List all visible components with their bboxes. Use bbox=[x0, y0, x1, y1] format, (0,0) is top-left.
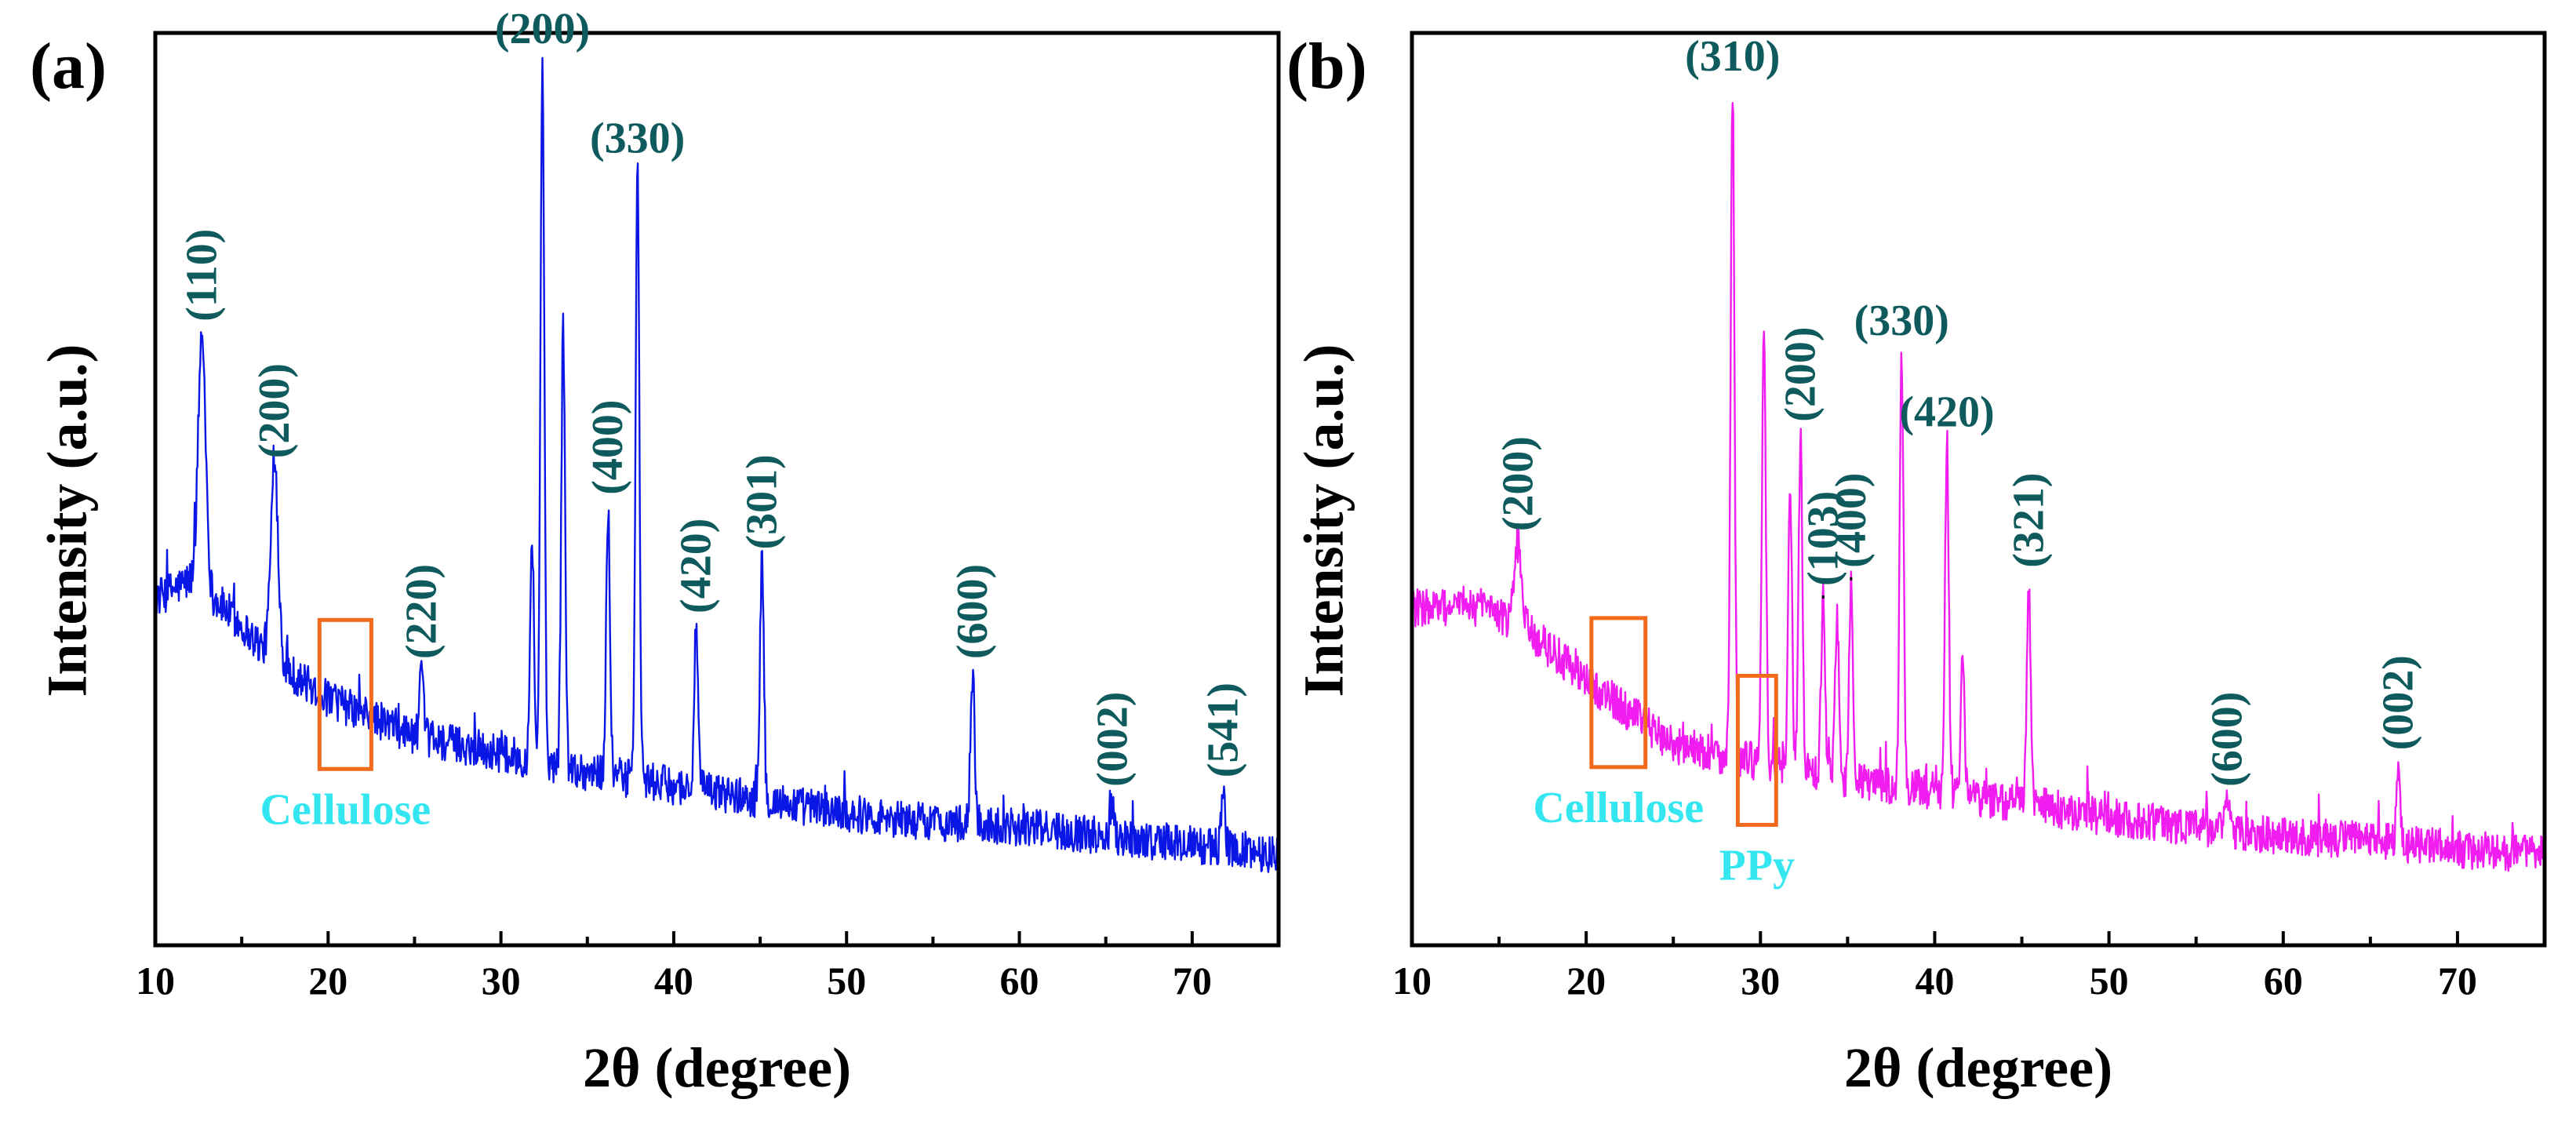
x-axis-title: 2θ (degree) bbox=[1844, 1036, 2112, 1099]
y-axis-title: Intensity (a.u.) bbox=[36, 344, 99, 697]
x-tick-label: 70 bbox=[1173, 959, 1212, 1003]
x-tick-label: 70 bbox=[2438, 959, 2477, 1003]
peak-label: (200) bbox=[1776, 326, 1825, 421]
x-tick-label: 20 bbox=[308, 959, 347, 1003]
region-box bbox=[1589, 616, 1648, 770]
peak-label: (301) bbox=[737, 454, 786, 549]
panel-label: (b) bbox=[1286, 30, 1367, 103]
peak-label: (110) bbox=[177, 229, 226, 322]
peak-label: (310) bbox=[1685, 32, 1780, 81]
peak-label: (420) bbox=[1899, 388, 1994, 436]
x-tick-label: 30 bbox=[482, 959, 521, 1003]
x-axis-title: 2θ (degree) bbox=[583, 1036, 851, 1099]
panel-b: 10 20 30 40 50 60 70 2θ (degree) Intensity (a.u.… bbox=[1286, 30, 2547, 1099]
peak-label: (200) bbox=[495, 5, 590, 53]
xrd-trace bbox=[1410, 101, 2546, 872]
x-tick-label: 30 bbox=[1741, 959, 1780, 1003]
peak-label: (321) bbox=[2004, 473, 2053, 568]
x-tick-label: 60 bbox=[2264, 959, 2303, 1003]
peak-label: (103) bbox=[1799, 491, 1847, 586]
peak-label: (200) bbox=[1494, 436, 1543, 531]
x-tick-label: 10 bbox=[136, 959, 175, 1003]
peak-label: (002) bbox=[2374, 655, 2422, 750]
y-axis-title: Intensity (a.u.) bbox=[1293, 344, 1355, 697]
peak-label: (330) bbox=[1854, 297, 1949, 345]
peak-label: (420) bbox=[672, 519, 721, 613]
peak-label: (002) bbox=[1089, 692, 1137, 787]
plot-frame bbox=[153, 31, 1281, 948]
panel-a: 10 20 30 40 50 60 70 2θ (degree) Intensity (a.u.… bbox=[30, 5, 1281, 1099]
x-tick-label: 50 bbox=[2090, 959, 2129, 1003]
region-label: Cellulose bbox=[1533, 784, 1704, 832]
peak-label: (200) bbox=[250, 363, 299, 458]
region-box bbox=[1735, 673, 1778, 827]
peak-label: (600) bbox=[2203, 692, 2252, 787]
peak-label: (330) bbox=[590, 114, 685, 162]
peak-label: (220) bbox=[397, 564, 446, 659]
peak-label: (541) bbox=[1199, 682, 1248, 777]
peak-label: (400) bbox=[1827, 473, 1876, 568]
x-tick-label: 40 bbox=[654, 959, 693, 1003]
xrd-trace bbox=[154, 56, 1280, 873]
peak-label: (600) bbox=[948, 564, 997, 659]
x-tick-label: 50 bbox=[827, 959, 866, 1003]
x-tick-label: 20 bbox=[1566, 959, 1606, 1003]
region-label: Cellulose bbox=[260, 785, 431, 834]
plot-frame bbox=[1410, 31, 2547, 948]
panel-label: (a) bbox=[30, 30, 107, 103]
peak-label: (400) bbox=[584, 399, 632, 494]
region-box bbox=[317, 617, 373, 771]
x-tick-label: 40 bbox=[1915, 959, 1954, 1003]
x-tick-label: 60 bbox=[1000, 959, 1039, 1003]
region-label: PPy bbox=[1719, 841, 1795, 890]
x-tick-label: 10 bbox=[1392, 959, 1432, 1003]
